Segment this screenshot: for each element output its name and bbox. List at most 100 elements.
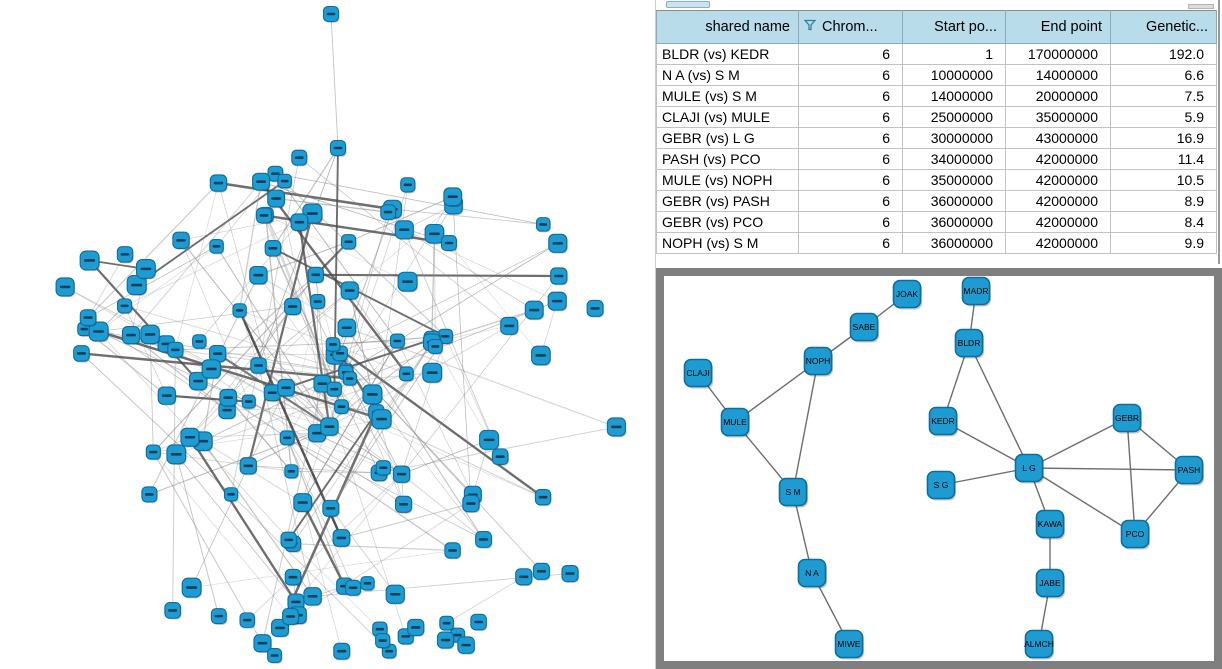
subnetwork-panel[interactable]: JOAK MADR SABE BLDR NOPH CLAJI MULE KEDR GEBR L G… [656, 268, 1222, 669]
table-right-scroll-track[interactable] [1218, 0, 1220, 264]
network-edge[interactable] [275, 173, 544, 225]
network-edge[interactable] [329, 184, 409, 427]
table-row[interactable]: GEBR (vs) L G 6 30000000 43000000 16.9 [656, 127, 1217, 149]
subnetwork-node[interactable] [1174, 455, 1204, 485]
network-edge[interactable] [345, 242, 559, 373]
network-edge[interactable] [332, 343, 544, 499]
network-edge[interactable] [287, 411, 378, 541]
network-edge[interactable] [188, 436, 297, 603]
table-row[interactable]: NOPH (vs) S M 6 36000000 42000000 9.9 [656, 232, 1217, 254]
network-edge[interactable] [334, 300, 558, 390]
network-edge[interactable] [332, 344, 484, 540]
network-edge[interactable] [401, 336, 446, 475]
horizontal-scrollbar-thumb[interactable] [666, 1, 710, 8]
subnetwork-node[interactable] [849, 312, 879, 342]
subnetwork-node[interactable] [892, 279, 922, 309]
network-edge[interactable] [265, 214, 336, 356]
network-edge[interactable] [175, 454, 220, 617]
network-edge[interactable] [87, 254, 126, 318]
table-row[interactable]: N A (vs) S M 6 10000000 14000000 6.6 [656, 64, 1217, 86]
subnetwork-node[interactable] [834, 629, 864, 659]
network-edge[interactable] [136, 180, 286, 286]
network-edge[interactable] [238, 309, 343, 539]
network-edge[interactable] [302, 340, 398, 503]
subnetwork-edge[interactable] [1126, 417, 1136, 535]
network-edge[interactable] [298, 222, 331, 427]
table-row[interactable]: GEBR (vs) PCO 6 36000000 42000000 8.4 [656, 211, 1217, 233]
subnetwork-node[interactable] [803, 346, 833, 376]
table-row[interactable]: GEBR (vs) PASH 6 36000000 42000000 8.9 [656, 190, 1217, 212]
network-edge[interactable] [87, 245, 217, 318]
subnetwork-edge[interactable] [968, 342, 1030, 469]
subnetwork-edge[interactable] [734, 360, 819, 423]
network-edge[interactable] [191, 465, 249, 588]
network-edge[interactable] [403, 229, 501, 457]
column-header-start-po[interactable]: Start po... [902, 10, 1006, 44]
network-edge[interactable] [278, 411, 378, 629]
network-edge[interactable] [448, 242, 542, 356]
network-edge[interactable] [302, 340, 398, 503]
subnetwork-node[interactable] [1112, 403, 1142, 433]
network-edge[interactable] [217, 353, 336, 356]
subnetwork-node[interactable] [797, 558, 827, 588]
network-edge[interactable] [401, 473, 484, 540]
network-edge[interactable] [272, 247, 446, 338]
network-edge[interactable] [153, 451, 291, 617]
network-edge[interactable] [349, 290, 407, 375]
network-edge[interactable] [274, 173, 446, 337]
network-edge[interactable] [124, 221, 300, 307]
network-edge[interactable] [258, 365, 330, 428]
network-edge[interactable] [180, 213, 313, 241]
network-edge[interactable] [258, 290, 350, 366]
column-header-chrom[interactable]: Chrom... [798, 10, 903, 44]
network-edge[interactable] [322, 372, 433, 385]
network-edge[interactable] [330, 508, 396, 595]
network-edge[interactable] [227, 306, 294, 398]
network-edge[interactable] [301, 502, 346, 587]
network-edge[interactable] [315, 273, 559, 278]
subnetwork-node[interactable] [1035, 568, 1065, 598]
subnetwork-node[interactable] [1014, 453, 1044, 483]
network-edge[interactable] [124, 305, 168, 396]
subnetwork-node[interactable] [683, 358, 713, 388]
network-edge[interactable] [227, 397, 292, 472]
network-edge[interactable] [258, 147, 339, 366]
network-edge[interactable] [446, 576, 524, 624]
subnetwork-node[interactable] [928, 406, 958, 436]
network-edge[interactable] [87, 182, 219, 318]
network-edge[interactable] [258, 275, 402, 475]
network-edge[interactable] [299, 157, 510, 327]
network-edge[interactable] [433, 233, 436, 347]
subnetwork-node[interactable] [1024, 629, 1054, 659]
network-edge[interactable] [297, 503, 472, 616]
subnetwork-edge[interactable] [940, 467, 1030, 486]
table-row[interactable]: CLAJI (vs) MULE 6 25000000 35000000 5.9 [656, 106, 1217, 128]
network-edge[interactable] [260, 181, 450, 244]
network-edge[interactable] [330, 13, 339, 149]
network-edge[interactable] [247, 213, 314, 467]
network-edge[interactable] [287, 437, 484, 540]
network-edge[interactable] [285, 387, 544, 498]
network-edge[interactable] [189, 306, 293, 438]
subnetwork-node[interactable] [1035, 509, 1065, 539]
network-edge[interactable] [130, 181, 262, 336]
subnetwork-node[interactable] [926, 470, 956, 500]
network-edge[interactable] [286, 437, 354, 588]
network-edge[interactable] [98, 245, 217, 332]
network-edge[interactable] [431, 339, 490, 441]
network-edge[interactable] [341, 503, 472, 539]
network-edge[interactable] [227, 397, 453, 551]
funnel-filter-icon[interactable] [803, 19, 817, 35]
network-edge[interactable] [348, 196, 453, 243]
network-edge[interactable] [149, 334, 154, 453]
network-edge[interactable] [272, 147, 339, 249]
network-edge[interactable] [332, 344, 542, 572]
network-edge[interactable] [152, 451, 263, 644]
network-edge[interactable] [286, 437, 332, 509]
column-header-genetic[interactable]: Genetic... [1110, 10, 1217, 44]
network-edge[interactable] [258, 157, 300, 366]
network-edge[interactable] [286, 437, 346, 587]
subnetwork-edge[interactable] [942, 420, 1030, 469]
network-edge[interactable] [292, 543, 453, 552]
network-edge[interactable] [239, 310, 259, 366]
